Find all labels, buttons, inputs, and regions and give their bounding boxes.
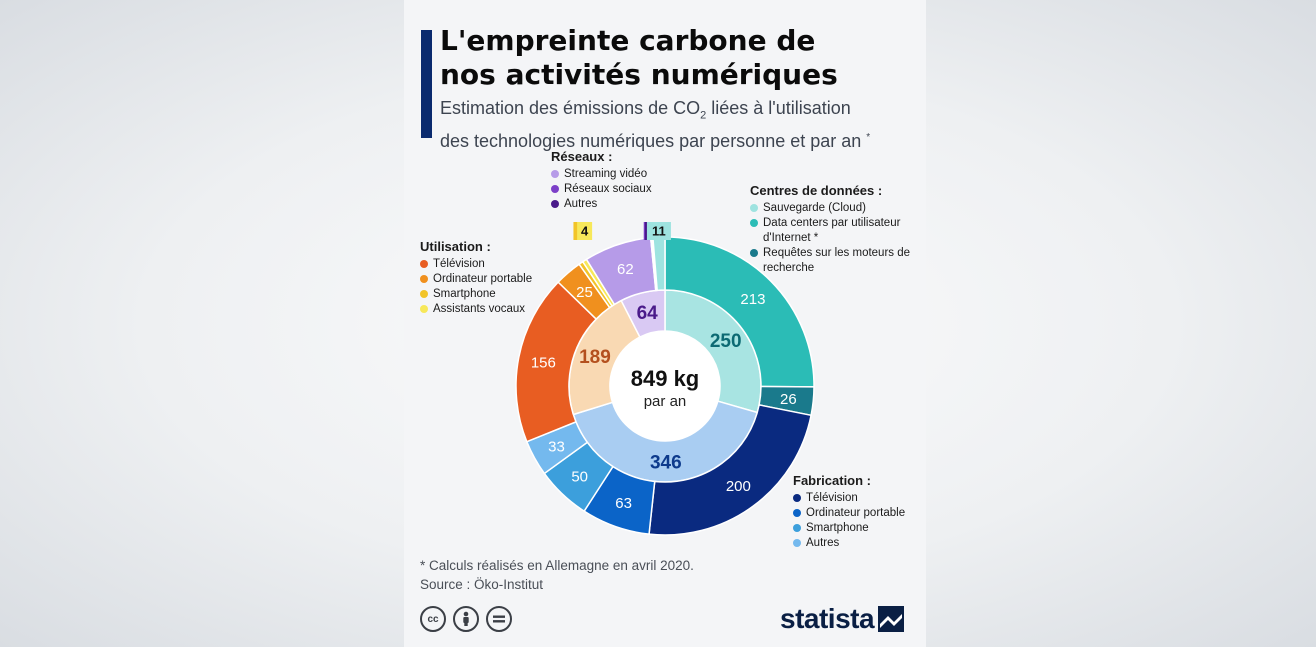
legend-centres-de-donnees: Centres de données : Sauvegarde (Cloud) Da… [750, 183, 920, 276]
legend-item: Sauvegarde (Cloud) [750, 201, 920, 216]
legend-fabrication: Fabrication : Télévision Ordinateur portab… [793, 473, 905, 551]
subtitle-line-2: des technologies numériques par personne… [440, 130, 862, 151]
legend-label: Requêtes sur les moteurs de recherche [763, 247, 911, 274]
legend-dot-icon [420, 260, 428, 268]
legend-item: Télévision [420, 257, 532, 272]
legend-label: Autres [564, 198, 598, 210]
small-slice-label: 4 [581, 224, 589, 239]
subtitle: Estimation des émissions de CO2 liées à … [440, 98, 910, 152]
outer-slice-label: 63 [615, 495, 632, 512]
legend-label: Smartphone [806, 522, 869, 534]
creative-commons-icon[interactable]: cc [420, 606, 446, 632]
legend-label: Ordinateur portable [433, 273, 533, 285]
donut-chart: 25034618964213262006350331562544621111 8… [515, 222, 815, 536]
legend-item: Assistants vocaux [420, 302, 532, 317]
inner-slice-label: 346 [650, 453, 682, 474]
title-accent-bar [421, 30, 432, 138]
outer-slice-label: 25 [576, 284, 593, 301]
legend-dot-icon [551, 200, 559, 208]
outer-slice [664, 236, 815, 388]
statista-mark-icon [878, 606, 905, 632]
attribution-icon[interactable] [453, 606, 479, 632]
legend-label: Ordinateur portable [806, 507, 906, 519]
legend-dot-icon [420, 275, 428, 283]
infographic-card: L'empreinte carbone de nos activités num… [404, 0, 926, 647]
legend-dot-icon [750, 219, 758, 227]
footnote-source: Source : Öko-Institut [420, 577, 544, 592]
legend-label: Smartphone [433, 288, 496, 300]
legend-label: Streaming vidéo [564, 168, 648, 180]
outer-slice-label: 50 [571, 468, 588, 485]
legend-dot-icon [793, 524, 801, 532]
legend-label: Réseaux sociaux [564, 183, 652, 195]
subtitle-before: Estimation des émissions de CO [440, 98, 701, 118]
outer-slice-label: 26 [780, 391, 797, 408]
legend-title: Centres de données : [750, 183, 883, 198]
legend-item: Autres [793, 536, 905, 551]
legend-title: Utilisation : [420, 239, 491, 254]
legend-label: Assistants vocaux [433, 303, 526, 315]
small-slice-tag [577, 222, 593, 240]
legend-dot-icon [420, 290, 428, 298]
legend-label: Sauvegarde (Cloud) [763, 202, 866, 214]
title-line-1: L'empreinte carbone de [440, 24, 816, 57]
legend-dot-icon [750, 204, 758, 212]
legend-item: Ordinateur portable [793, 506, 905, 521]
footnote: * Calculs réalisés en Allemagne en avril… [420, 556, 694, 594]
inner-slice-label: 250 [710, 331, 742, 352]
legend-item: Réseaux sociaux [551, 182, 652, 197]
outer-slice-label: 200 [726, 478, 751, 495]
small-slice-label: 11 [652, 224, 666, 239]
legend-label: Data centers par utilisateur d'Internet … [763, 217, 901, 244]
page-title: L'empreinte carbone de nos activités num… [440, 24, 910, 92]
legend-label: Télévision [433, 258, 485, 270]
subtitle-sub: 2 [700, 109, 707, 122]
center-total: 849 kg [631, 366, 700, 391]
legend-item: Data centers par utilisateur d'Internet … [750, 216, 920, 246]
subtitle-after: liées à l'utilisation [706, 98, 851, 118]
title-line-2: nos activités numériques [440, 58, 838, 91]
donut-hole [610, 331, 720, 441]
license-icons: cc [420, 606, 512, 632]
outer-slice-label: 156 [531, 354, 556, 371]
legend-dot-icon [750, 249, 758, 257]
legend-dot-icon [793, 539, 801, 547]
legend-dot-icon [551, 170, 559, 178]
legend-dot-icon [551, 185, 559, 193]
logo-text: statista [780, 603, 875, 634]
inner-slice-label: 189 [579, 347, 611, 368]
legend-dot-icon [793, 509, 801, 517]
legend-label: Télévision [806, 492, 858, 504]
outer-slice-label: 213 [740, 291, 765, 308]
subtitle-star: * [866, 131, 871, 143]
inner-slice-label: 64 [637, 303, 659, 324]
legend-dot-icon [420, 305, 428, 313]
legend-title: Réseaux : [551, 149, 613, 164]
legend-item: Télévision [793, 491, 905, 506]
small-slice-tag [646, 222, 671, 240]
chart-labels: 25034618964213262006350331562544621111 [531, 222, 797, 512]
statista-logo[interactable]: statista [780, 603, 905, 635]
legend-dot-icon [793, 494, 801, 502]
legend-utilisation: Utilisation : Télévision Ordinateur portab… [420, 239, 532, 317]
legend-item: Smartphone [793, 521, 905, 536]
legend-item: Smartphone [420, 287, 532, 302]
legend-reseaux: Réseaux : Streaming vidéo Réseaux sociaux A… [551, 149, 652, 212]
legend-label: Autres [806, 537, 840, 549]
legend-item: Autres [551, 197, 652, 212]
legend-title: Fabrication : [793, 473, 872, 488]
center-unit-label: par an [644, 393, 687, 410]
legend-item: Streaming vidéo [551, 167, 652, 182]
outer-ring [515, 236, 815, 536]
outer-slice-label: 33 [548, 438, 565, 455]
legend-item: Requêtes sur les moteurs de recherche [750, 246, 920, 276]
no-derivatives-icon[interactable] [486, 606, 512, 632]
footnote-note: * Calculs réalisés en Allemagne en avril… [420, 558, 694, 573]
legend-item: Ordinateur portable [420, 272, 532, 287]
outer-slice-label: 62 [617, 261, 634, 278]
